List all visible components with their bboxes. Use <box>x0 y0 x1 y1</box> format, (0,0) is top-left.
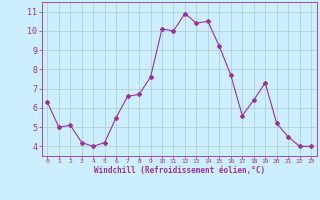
X-axis label: Windchill (Refroidissement éolien,°C): Windchill (Refroidissement éolien,°C) <box>94 166 265 175</box>
